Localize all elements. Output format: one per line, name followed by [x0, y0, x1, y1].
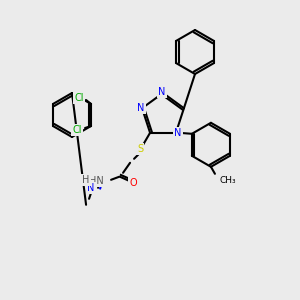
- Text: HN: HN: [89, 176, 104, 186]
- Text: N: N: [158, 87, 166, 97]
- Text: O: O: [129, 178, 137, 188]
- Text: N: N: [174, 128, 182, 138]
- Text: CH₃: CH₃: [220, 176, 237, 185]
- Text: N: N: [137, 103, 145, 113]
- Text: S: S: [137, 144, 143, 154]
- Text: Cl: Cl: [72, 125, 82, 135]
- Text: H: H: [82, 175, 90, 185]
- Text: Cl: Cl: [74, 93, 84, 103]
- Text: N: N: [87, 183, 95, 193]
